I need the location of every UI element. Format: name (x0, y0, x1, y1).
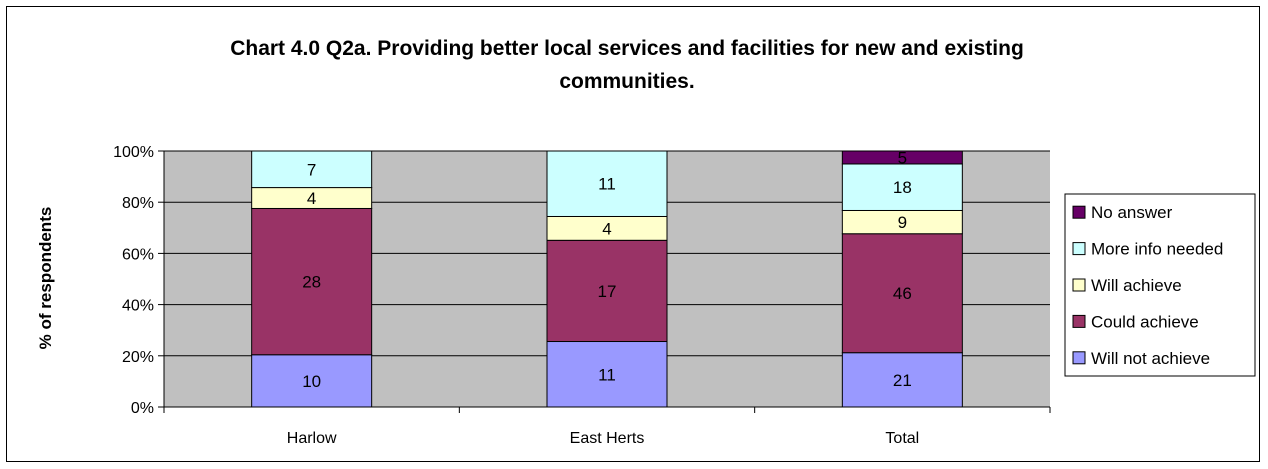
legend-label: Will not achieve (1091, 349, 1210, 368)
chart-title-line-1: Chart 4.0 Q2a. Providing better local se… (230, 37, 1024, 60)
stacked-bar-chart: Chart 4.0 Q2a. Providing better local se… (36, 37, 1256, 447)
bar-segment (251, 150, 373, 189)
legend-swatch (1072, 278, 1086, 292)
y-tick-label: 80% (122, 195, 154, 212)
y-tick-label: 20% (122, 349, 154, 366)
bar-segment (841, 163, 963, 211)
legend-box (1064, 193, 1256, 377)
data-label: 18 (893, 178, 912, 197)
legend-label: Will achieve (1091, 276, 1182, 295)
data-label: 5 (898, 148, 907, 167)
bar-segment (251, 207, 373, 356)
bar-segment (841, 352, 963, 408)
x-tick-label: Total (885, 430, 919, 447)
bar-segment (841, 150, 963, 165)
data-label: 11 (598, 365, 616, 384)
data-label: 11 (598, 175, 616, 194)
chart-frame: Chart 4.0 Q2a. Providing better local se… (6, 6, 1260, 462)
legend-swatch (1072, 351, 1086, 365)
legend-label: More info needed (1091, 240, 1223, 259)
data-label: 46 (893, 284, 912, 303)
legend-swatch (1072, 314, 1086, 328)
bar-segment (251, 354, 373, 408)
legend-label: No answer (1091, 203, 1173, 222)
x-tick-label: Harlow (287, 430, 337, 447)
legend-label: Could achieve (1091, 312, 1199, 331)
bar-segment (546, 150, 668, 217)
x-tick-label: East Herts (570, 430, 645, 447)
legend-swatch (1072, 205, 1086, 219)
legend-swatch (1072, 242, 1086, 256)
y-tick-label: 60% (122, 246, 154, 263)
y-tick-label: 100% (113, 144, 154, 161)
data-label: 9 (898, 213, 907, 232)
data-label: 28 (302, 273, 321, 292)
legend: No answer More info needed Will achieve Cou… (1064, 193, 1256, 377)
data-label: 17 (598, 282, 617, 301)
data-label: 4 (602, 219, 611, 238)
plot-area: 0% 20% 40% 60% 80% 100% 10 28 4 7 Harlow 11 17 4 11 Eas… (113, 144, 1051, 447)
bar-segment (546, 341, 668, 408)
data-label: 10 (302, 372, 321, 391)
data-label: 21 (893, 371, 912, 390)
bar-segment (546, 239, 668, 343)
y-axis-label: % of respondents (36, 207, 55, 350)
data-label: 7 (307, 160, 316, 179)
y-tick-label: 40% (122, 298, 154, 315)
chart-title-line-2: communities. (559, 70, 694, 93)
data-label: 4 (307, 189, 316, 208)
y-tick-label: 0% (131, 400, 154, 417)
